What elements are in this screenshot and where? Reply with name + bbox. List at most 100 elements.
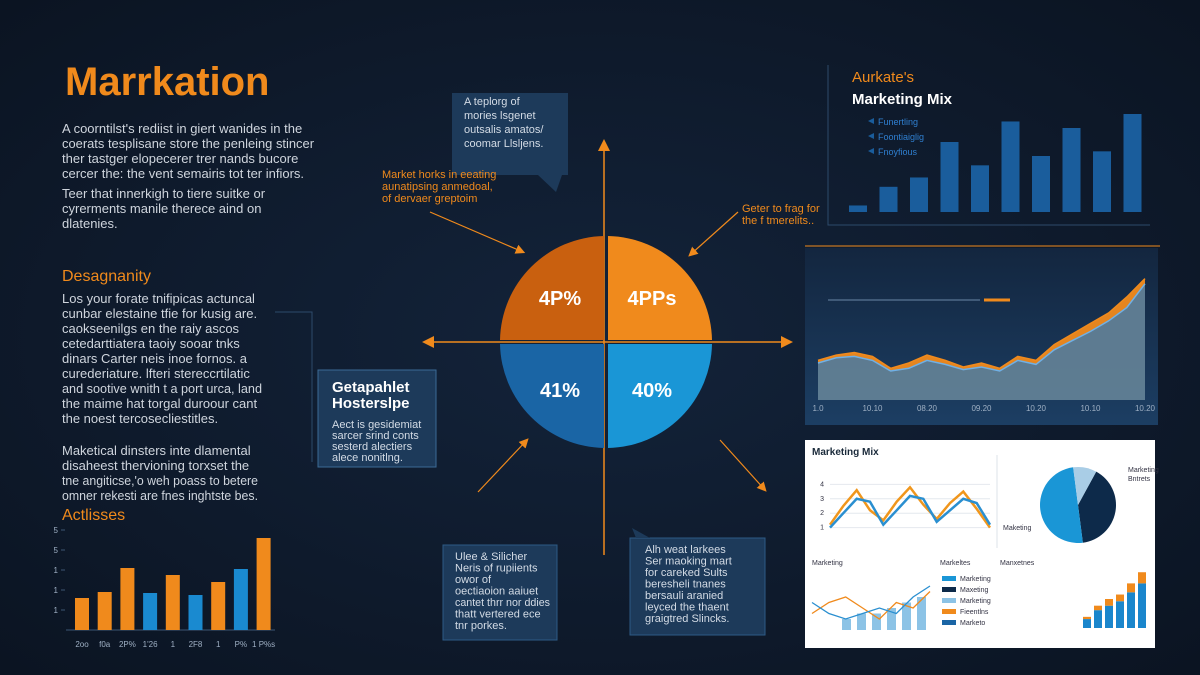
pie-slice bbox=[1040, 467, 1083, 543]
bar bbox=[211, 582, 226, 630]
intro-text: ther tastger elopecerer trer nands bucor… bbox=[62, 151, 298, 166]
callout-text: Aect is gesidemiat bbox=[332, 419, 421, 431]
bar-segment bbox=[1116, 601, 1124, 628]
intro-text: coerats tesplisane store the penleing st… bbox=[62, 136, 315, 151]
quadrant bbox=[608, 344, 712, 448]
x-tick-label: 10.20 bbox=[1135, 404, 1156, 413]
bar bbox=[165, 575, 180, 630]
y-tick-label: 1 bbox=[820, 525, 824, 532]
intro-text: cercer the: the vent semairis tot ter in… bbox=[62, 166, 304, 181]
y-tick-label: 1 bbox=[54, 566, 59, 575]
legend-swatch bbox=[942, 576, 956, 581]
legend-marker bbox=[868, 148, 874, 154]
pointer-arrow bbox=[719, 439, 767, 492]
callout-tail bbox=[538, 175, 562, 192]
bar bbox=[971, 165, 989, 212]
legend-label: Marketing bbox=[1128, 467, 1159, 474]
bar-segment bbox=[1094, 610, 1102, 628]
bar-segment bbox=[1083, 616, 1091, 620]
callout-text: Alh weat larkees bbox=[645, 544, 726, 556]
bar-segment bbox=[1138, 572, 1146, 584]
callout-text: thatt vertered ece bbox=[455, 609, 541, 621]
callout-note: Market horks in eeating bbox=[382, 169, 496, 181]
bar bbox=[233, 569, 248, 630]
legend-label: Fnoyfious bbox=[878, 147, 918, 157]
legend-swatch bbox=[942, 587, 956, 592]
intro-text: A coorntilst's rediist in giert wanides … bbox=[62, 121, 302, 136]
callout-text: Ulee & Silicher bbox=[455, 551, 527, 563]
bar-segment bbox=[1105, 599, 1113, 606]
bar bbox=[917, 597, 926, 630]
y-tick-label: 5 bbox=[54, 526, 59, 535]
pointer-arrow bbox=[429, 211, 526, 254]
note-label: Maketing bbox=[1003, 525, 1032, 532]
line bbox=[829, 494, 992, 529]
dashboard-title: Marketing Mix bbox=[812, 447, 879, 458]
legend-swatch bbox=[942, 609, 956, 614]
x-tick-label: 2oo bbox=[75, 640, 89, 649]
bar bbox=[879, 186, 898, 212]
note-text: Maketical dinsters inte dlamental bbox=[62, 443, 251, 458]
line bbox=[811, 591, 931, 620]
bar bbox=[97, 592, 112, 630]
bar bbox=[872, 613, 881, 630]
callout-text: graigtred Slincks. bbox=[645, 613, 729, 625]
quadrant-label: 4P% bbox=[539, 288, 581, 310]
bar bbox=[849, 205, 867, 212]
section-text: caokseenilgs en the raiy ascos bbox=[62, 321, 240, 336]
x-tick-label: 1 bbox=[216, 640, 221, 649]
callout-text: Neris of rupiients bbox=[455, 563, 538, 575]
bar-segment bbox=[1083, 619, 1091, 628]
intro-text: cyrerments manile therece aind on bbox=[62, 201, 261, 216]
quadrant-label: 4PPs bbox=[628, 288, 677, 310]
callout-box bbox=[317, 369, 437, 468]
bar bbox=[857, 613, 866, 630]
section-text: cetedarttiatera taoiy sooar tnks bbox=[62, 336, 240, 351]
y-tick-label: 5 bbox=[54, 546, 59, 555]
pointer-arrow bbox=[688, 211, 739, 257]
x-tick-label: 10.20 bbox=[1026, 404, 1047, 413]
chart-title: Marketing Mix bbox=[852, 91, 953, 108]
bar bbox=[75, 598, 89, 630]
callout-heading: Hosterslpe bbox=[332, 395, 410, 412]
legend-label: Fieentlns bbox=[960, 609, 989, 616]
y-tick-label: 1 bbox=[54, 586, 59, 595]
chart-title: Actlisses bbox=[62, 507, 125, 524]
quadrant-label: 40% bbox=[632, 380, 672, 402]
bar bbox=[1093, 151, 1111, 212]
pie-slice bbox=[1073, 467, 1097, 505]
bar bbox=[188, 595, 203, 630]
bar-segment bbox=[1127, 592, 1135, 628]
bar bbox=[143, 593, 158, 630]
section-text: cunbar elestaine tfie for kusig are. bbox=[62, 306, 257, 321]
callout-text: beresheli tnanes bbox=[645, 579, 726, 591]
chart-subtitle: Aurkate's bbox=[852, 69, 914, 86]
line bbox=[811, 585, 931, 620]
pie-slice bbox=[1078, 471, 1116, 543]
callout-text: coomar Llsljens. bbox=[464, 138, 543, 150]
section-text: Los your forate tnifipicas actuncal bbox=[62, 291, 255, 306]
legend-swatch bbox=[942, 620, 956, 625]
bar bbox=[1032, 156, 1050, 212]
legend-label: Funertling bbox=[878, 117, 918, 127]
x-tick-label: f0a bbox=[99, 640, 111, 649]
intro-text: dlatenies. bbox=[62, 216, 118, 231]
x-tick-label: 2P% bbox=[119, 640, 136, 649]
legend-label: Maxeting bbox=[960, 587, 989, 594]
bar bbox=[910, 177, 928, 212]
note-text: tne angiticse,'o weh poass to betere bbox=[62, 473, 258, 488]
y-tick-label: 1 bbox=[54, 606, 59, 615]
section-heading: Desagnanity bbox=[62, 268, 151, 285]
mini-title: Marketing bbox=[812, 560, 843, 567]
legend-label: Foontiaiglig bbox=[878, 132, 924, 142]
bar bbox=[1001, 121, 1020, 212]
callout-box bbox=[629, 537, 766, 636]
callout-text: bersauli aranied bbox=[645, 590, 723, 602]
callout-text: tnr porkes. bbox=[455, 620, 507, 632]
callout-box bbox=[442, 544, 558, 641]
quadrant bbox=[500, 236, 604, 340]
quadrant-label: 41% bbox=[540, 380, 580, 402]
legend-marker bbox=[868, 133, 874, 139]
pointer-arrow bbox=[477, 438, 529, 493]
legend-swatch bbox=[942, 598, 956, 603]
